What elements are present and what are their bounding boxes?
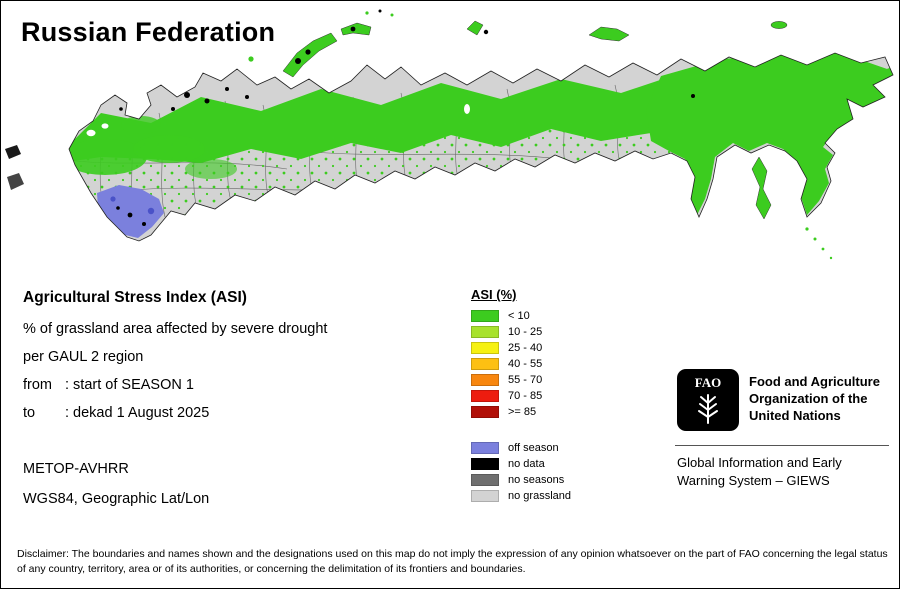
- legend-swatch: [471, 342, 499, 354]
- legend-swatch: [471, 490, 499, 502]
- kuril-islands: [805, 227, 833, 260]
- page-title: Russian Federation: [21, 17, 276, 47]
- legend-label: 40 - 55: [508, 358, 543, 370]
- fao-divider: [675, 445, 889, 446]
- fao-org-name: Food and Agriculture Organization of the…: [749, 374, 880, 423]
- legend-swatch: [471, 474, 499, 486]
- giews-label: Global Information and Early Warning Sys…: [677, 455, 842, 488]
- legend-item: 40 - 55: [471, 358, 571, 370]
- legend-swatch: [471, 326, 499, 338]
- legend-swatch: [471, 310, 499, 322]
- west-fragments: [5, 145, 24, 190]
- legend-item: no data: [471, 458, 571, 470]
- legend-item: 25 - 40: [471, 342, 571, 354]
- period-from-row: from : start of SEASON 1: [23, 377, 453, 393]
- russia-asi-map: [5, 9, 894, 260]
- vegetation-speckle: [71, 121, 691, 233]
- legend-swatch: [471, 406, 499, 418]
- legend-label: no data: [508, 458, 545, 470]
- legend-swatch: [471, 390, 499, 402]
- legend-label: 10 - 25: [508, 326, 543, 338]
- legend-item: < 10: [471, 310, 571, 322]
- info-block: Agricultural Stress Index (ASI) % of gra…: [23, 289, 453, 521]
- coastline: [68, 52, 894, 242]
- legend-swatch: [471, 358, 499, 370]
- legend-item: 70 - 85: [471, 390, 571, 402]
- legend-item: >= 85: [471, 406, 571, 418]
- from-label: from: [23, 377, 52, 393]
- legend-item: off season: [471, 442, 571, 454]
- wheat-icon: [698, 394, 718, 424]
- disclaimer-text: Disclaimer: The boundaries and names sho…: [17, 548, 888, 576]
- legend-label: off season: [508, 442, 559, 454]
- legend-label: no seasons: [508, 474, 565, 486]
- legend-item: no seasons: [471, 474, 571, 486]
- legend-swatch: [471, 374, 499, 386]
- from-value: : start of SEASON 1: [65, 377, 194, 393]
- to-value: : dekad 1 August 2025: [65, 405, 210, 421]
- legend-swatch: [471, 442, 499, 454]
- period-to-row: to : dekad 1 August 2025: [23, 405, 453, 421]
- asi-description-line1: % of grassland area affected by severe d…: [23, 321, 328, 337]
- asi-heading: Agricultural Stress Index (ASI): [23, 289, 247, 306]
- legend-swatch: [471, 458, 499, 470]
- projection-name: WGS84, Geographic Lat/Lon: [23, 491, 210, 507]
- sensor-name: METOP-AVHRR: [23, 461, 129, 477]
- legend-item: no grassland: [471, 490, 571, 502]
- sakhalin-island: [751, 156, 772, 220]
- legend-label: < 10: [508, 310, 530, 322]
- asi-description-line2: per GAUL 2 region: [23, 349, 144, 365]
- asi-legend: ASI (%) < 10 10 - 25 25 - 40 40 - 55 55 …: [471, 287, 571, 506]
- legend-item: 55 - 70: [471, 374, 571, 386]
- legend-label: no grassland: [508, 490, 571, 502]
- legend-label: 70 - 85: [508, 390, 543, 402]
- fao-logo: FAO: [677, 369, 739, 431]
- legend-item: 10 - 25: [471, 326, 571, 338]
- legend-label: >= 85: [508, 406, 537, 418]
- to-label: to: [23, 405, 36, 421]
- fao-logo-text: FAO: [695, 375, 721, 390]
- arctic-islands: [248, 9, 788, 78]
- legend-title: ASI (%): [471, 287, 517, 302]
- legend-label: 55 - 70: [508, 374, 543, 386]
- vegetation-fareast: [646, 53, 893, 215]
- legend-label: 25 - 40: [508, 342, 543, 354]
